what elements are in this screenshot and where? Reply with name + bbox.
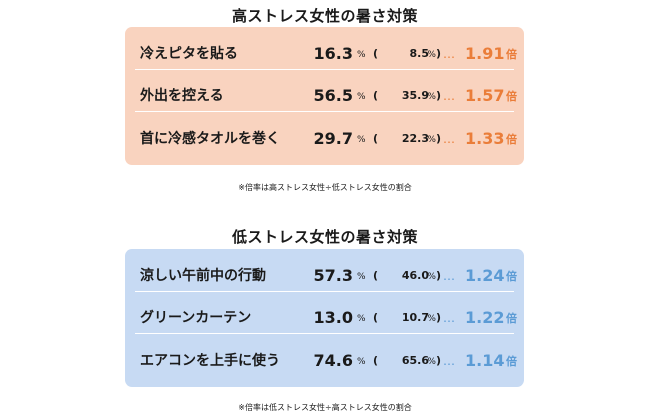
comparison-unit: % — [427, 272, 436, 282]
paren-open: ( — [373, 354, 379, 367]
paren-close: ) — [435, 269, 441, 282]
leader-dots: … — [443, 269, 456, 283]
rate-unit: % — [357, 92, 366, 102]
high-stress-row-3: 首に冷感タオルを巻く 29.7 % ( 22.3 %) … 1.33 倍 — [135, 124, 517, 154]
paren-close: ) — [435, 311, 441, 324]
paren-close: ) — [435, 354, 441, 367]
paren-close: ) — [435, 132, 441, 145]
rate-unit: % — [357, 135, 366, 145]
ratio-unit: 倍 — [506, 355, 517, 368]
measure-label: エアコンを上手に使う — [140, 353, 280, 369]
ratio-unit: 倍 — [506, 312, 517, 325]
ratio-value: 1.22 — [465, 308, 505, 327]
ratio-value: 1.91 — [465, 44, 505, 63]
comparison-value: 35.9 — [401, 89, 429, 102]
rate-value: 29.7 — [313, 129, 353, 148]
low-stress-title: 低ストレス女性の暑さ対策 — [231, 228, 418, 246]
high-stress-title: 高ストレス女性の暑さ対策 — [231, 7, 418, 25]
paren-open: ( — [373, 47, 379, 60]
low-stress-footnote: ※倍率は低ストレス女性÷高ストレス女性の割合 — [238, 403, 412, 412]
high-stress-footnote: ※倍率は高ストレス女性÷低ストレス女性の割合 — [238, 183, 412, 192]
paren-open: ( — [373, 269, 379, 282]
comparison-unit: % — [427, 135, 436, 145]
rate-unit: % — [357, 357, 366, 367]
leader-dots: … — [443, 89, 456, 103]
comparison-value: 10.7 — [401, 311, 429, 324]
comparison-value: 22.3 — [401, 132, 429, 145]
rate-value: 16.3 — [313, 44, 353, 63]
paren-close: ) — [435, 47, 441, 60]
rate-unit: % — [357, 272, 366, 282]
rate-value: 56.5 — [313, 86, 353, 105]
paren-open: ( — [373, 311, 379, 324]
measure-label: 外出を控える — [140, 88, 224, 104]
paren-open: ( — [373, 89, 379, 102]
ratio-unit: 倍 — [506, 90, 517, 103]
comparison-value: 8.5 — [409, 47, 430, 60]
rate-value: 57.3 — [313, 266, 353, 285]
leader-dots: … — [443, 311, 456, 325]
rate-unit: % — [357, 50, 366, 60]
ratio-value: 1.24 — [465, 266, 505, 285]
comparison-value: 65.6 — [401, 354, 429, 367]
rate-value: 74.6 — [313, 351, 353, 370]
high-stress-panel: 冷えピタを貼る 16.3 % ( 8.5 %) … 1.91 倍 外出を控える … — [125, 27, 524, 165]
low-stress-panel: 涼しい午前中の行動 57.3 % ( 46.0 %) … 1.24 倍 グリーン… — [125, 249, 524, 387]
comparison-unit: % — [427, 357, 436, 367]
high-stress-row-2: 外出を控える 56.5 % ( 35.9 %) … 1.57 倍 — [135, 81, 517, 112]
comparison-unit: % — [427, 92, 436, 102]
low-stress-row-1: 涼しい午前中の行動 57.3 % ( 46.0 %) … 1.24 倍 — [135, 261, 517, 292]
comparison-value: 46.0 — [401, 269, 429, 282]
measure-label: 涼しい午前中の行動 — [140, 268, 266, 284]
leader-dots: … — [443, 47, 456, 61]
paren-open: ( — [373, 132, 379, 145]
measure-label: 冷えピタを貼る — [140, 46, 238, 62]
ratio-unit: 倍 — [506, 48, 517, 61]
high-stress-row-1: 冷えピタを貼る 16.3 % ( 8.5 %) … 1.91 倍 — [135, 39, 517, 70]
rate-unit: % — [357, 314, 366, 324]
ratio-value: 1.14 — [465, 351, 505, 370]
measure-label: 首に冷感タオルを巻く — [140, 131, 280, 147]
comparison-unit: % — [427, 50, 436, 60]
ratio-value: 1.57 — [465, 86, 505, 105]
ratio-unit: 倍 — [506, 270, 517, 283]
low-stress-row-2: グリーンカーテン 13.0 % ( 10.7 %) … 1.22 倍 — [135, 303, 517, 334]
measure-label: グリーンカーテン — [140, 310, 252, 326]
ratio-unit: 倍 — [506, 133, 517, 146]
paren-close: ) — [435, 89, 441, 102]
rate-value: 13.0 — [313, 308, 353, 327]
leader-dots: … — [443, 354, 456, 368]
comparison-unit: % — [427, 314, 436, 324]
low-stress-row-3: エアコンを上手に使う 74.6 % ( 65.6 %) … 1.14 倍 — [135, 346, 517, 376]
leader-dots: … — [443, 132, 456, 146]
ratio-value: 1.33 — [465, 129, 505, 148]
